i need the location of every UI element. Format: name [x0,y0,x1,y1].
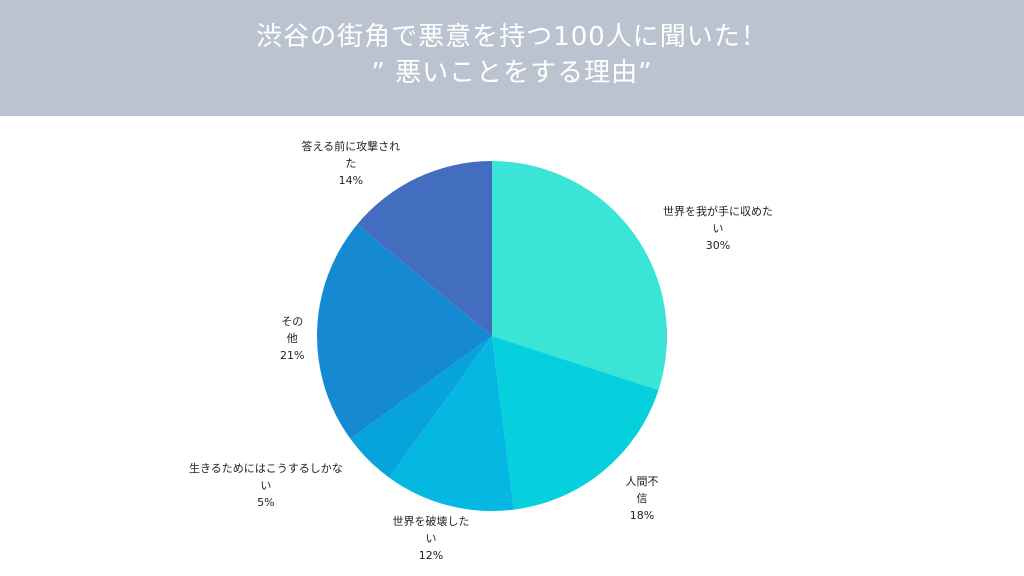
pie-slice-2 [492,336,659,510]
chart-title-line2: ” 悪いことをする理由” [371,58,653,88]
slice-label-text: 世界を我が手に収めた [663,204,773,218]
slice-label-text: い [260,478,272,492]
slice-label-text: 人間不 [625,474,659,488]
slice-label-3: 世界を破壊したい 12% [393,513,470,564]
slice-percent: 30% [705,238,731,252]
pie-slice-3 [389,336,514,511]
slice-label-text: その [281,314,304,328]
slice-label-2: 人間不信 18% [626,473,659,524]
slice-label-text: た [345,156,357,170]
pie-slice-1 [492,161,667,391]
slice-percent: 18% [629,508,655,522]
slice-percent: 12% [418,548,444,562]
slice-percent: 14% [338,173,364,187]
pie-slice-6 [357,161,492,336]
slice-label-text: 答える前に攻撃され [301,139,401,153]
chart-title-line1: 渋谷の街角で悪意を持つ100人に聞いた！ [256,22,768,52]
slice-percent: 5% [257,495,275,509]
slice-label-text: 世界を破壊した [392,514,470,528]
slice-label-text: い [712,221,724,235]
slice-label-text: 生きるためにはこうするしかな [189,461,343,475]
title-banner: 渋谷の街角で悪意を持つ100人に聞いた！ ” 悪いことをする理由” [0,0,1024,116]
slice-label-text: 信 [636,491,648,505]
slice-label-6: 答える前に攻撃された 14% [302,138,401,189]
slice-label-1: 世界を我が手に収めたい 30% [663,203,773,254]
slice-label-text: い [425,531,437,545]
pie-slice-5 [316,224,492,439]
slice-percent: 21% [280,348,305,362]
pie-slice-4 [350,336,492,478]
slice-label-text: 他 [286,331,298,345]
slice-label-5: その他 21% [280,313,304,364]
slice-label-4: 生きるためにはこうするしかない 5% [189,460,343,511]
